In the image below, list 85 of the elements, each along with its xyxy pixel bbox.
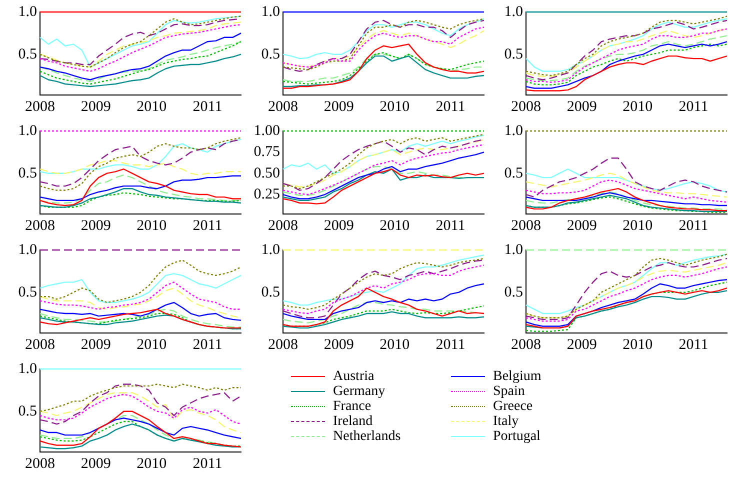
line-series	[39, 392, 242, 434]
line-series	[525, 180, 728, 203]
line-series	[39, 160, 242, 176]
y-tick-label: 0.5	[18, 403, 37, 420]
x-tick-label: 2008	[511, 218, 541, 234]
x-tick-label: 2008	[268, 218, 298, 234]
line-series	[525, 191, 728, 210]
y-tick-label: 1.0	[261, 242, 280, 258]
line-series	[39, 260, 242, 304]
x-tick-label: 2008	[511, 98, 541, 115]
x-tick-label: 2011	[192, 336, 222, 353]
line-series	[39, 192, 242, 208]
x-tick-label: 2008	[268, 98, 298, 115]
x-tick-label: 2010	[136, 218, 167, 234]
y-tick-label: 0.5	[504, 165, 523, 182]
x-tick-label: 2009	[80, 336, 111, 353]
legend-label: Germany	[333, 384, 386, 399]
y-tick-label: 0.5	[261, 46, 280, 62]
y-tick-label: 1.0	[504, 122, 523, 139]
y-tick-label: 1.0	[18, 242, 37, 258]
y-tick-label: 1.0	[18, 360, 37, 377]
legend-label: Spain	[493, 384, 525, 399]
y-tick-label: 1.0	[504, 242, 523, 258]
x-tick-label: 2009	[566, 336, 597, 353]
legend-label: Netherlands	[333, 429, 401, 444]
y-tick-label: 0.25	[254, 186, 280, 202]
x-tick-label: 2009	[80, 218, 111, 234]
legend-label: Ireland	[333, 414, 373, 429]
y-tick-label: 0.5	[261, 284, 280, 300]
x-tick-label: 2011	[436, 98, 466, 115]
line-series	[39, 394, 242, 425]
x-tick-label: 2010	[380, 336, 410, 353]
y-tick-label: 0.5	[504, 284, 523, 300]
x-tick-label: 2011	[192, 98, 222, 115]
y-tick-label: 0.5	[18, 284, 37, 300]
legend-label: Belgium	[493, 369, 542, 384]
y-tick-label: 0.75	[254, 144, 280, 160]
x-tick-label: 2008	[268, 336, 298, 353]
legend-label: Portugal	[493, 429, 540, 444]
x-tick-label: 2009	[324, 98, 354, 115]
x-tick-label: 2011	[436, 218, 466, 234]
x-tick-label: 2009	[80, 98, 111, 115]
x-tick-label: 2008	[25, 98, 55, 115]
x-tick-label: 2008	[25, 456, 55, 472]
y-tick-label: 1.0	[504, 4, 523, 20]
x-tick-label: 2010	[136, 456, 167, 472]
legend-label: France	[333, 399, 372, 414]
x-tick-label: 2011	[192, 456, 222, 472]
x-tick-label: 2010	[622, 218, 653, 234]
legend-label: Austria	[333, 369, 374, 384]
y-tick-label: 0.50	[254, 165, 280, 182]
x-tick-label: 2011	[678, 218, 708, 234]
line-series	[39, 384, 242, 412]
x-tick-label: 2010	[136, 98, 167, 115]
y-tick-label: 1.0	[18, 4, 37, 20]
legend-label: Italy	[493, 414, 519, 429]
x-tick-label: 2009	[324, 336, 354, 353]
x-tick-label: 2010	[380, 218, 410, 234]
x-tick-label: 2009	[566, 218, 597, 234]
line-series	[525, 158, 728, 198]
x-tick-label: 2011	[678, 98, 708, 115]
y-tick-label: 0.5	[504, 46, 523, 62]
x-tick-label: 2008	[25, 218, 55, 234]
y-tick-label: 1.0	[261, 4, 280, 20]
x-tick-label: 2009	[80, 456, 111, 472]
y-tick-label: 0.5	[18, 165, 37, 182]
x-tick-label: 2010	[136, 336, 167, 353]
x-tick-label: 2011	[192, 218, 222, 234]
line-series	[39, 282, 242, 310]
x-tick-label: 2011	[436, 336, 466, 353]
x-tick-label: 2010	[622, 98, 653, 115]
x-tick-label: 2008	[511, 336, 541, 353]
x-tick-label: 2008	[25, 336, 55, 353]
legend-label: Greece	[493, 399, 533, 414]
y-tick-label: 0.5	[18, 46, 37, 62]
x-tick-label: 2011	[678, 336, 708, 353]
x-tick-label: 2010	[380, 98, 410, 115]
x-tick-label: 2009	[324, 218, 354, 234]
y-tick-label: 1.0	[18, 122, 37, 139]
line-series	[525, 35, 728, 82]
y-tick-label: 1.00	[254, 122, 280, 139]
line-series	[39, 384, 242, 425]
x-tick-label: 2010	[622, 336, 653, 353]
line-series	[525, 172, 728, 198]
x-tick-label: 2009	[566, 98, 597, 115]
